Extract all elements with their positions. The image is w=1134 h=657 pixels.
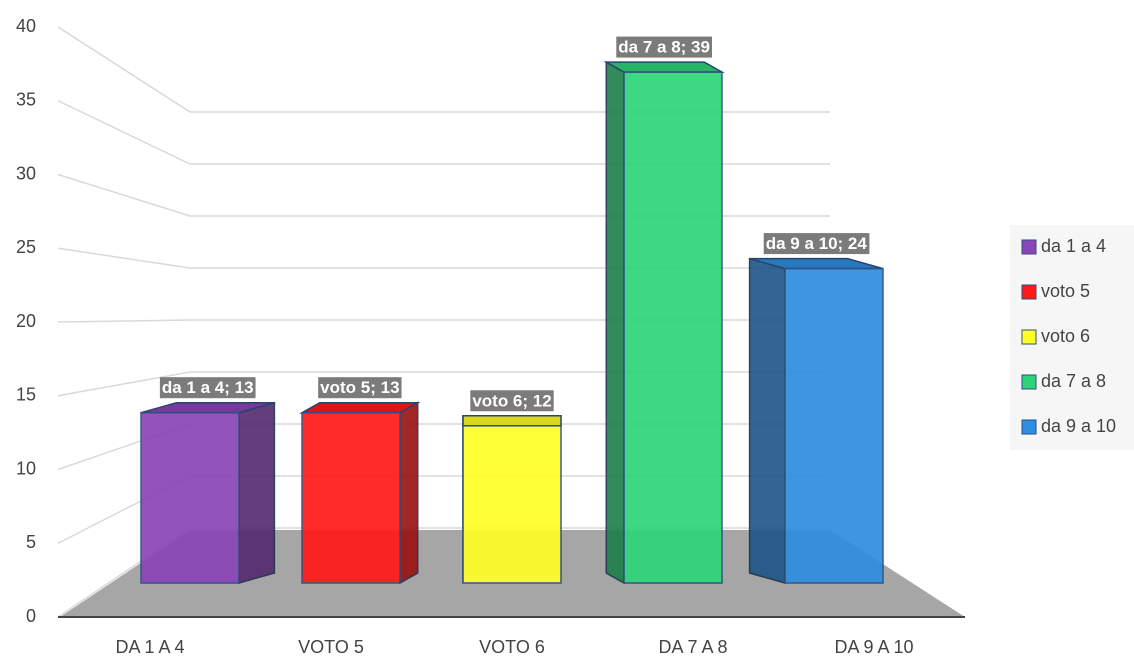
bar bbox=[299, 401, 421, 585]
y-tick-label: 10 bbox=[16, 458, 36, 478]
y-tick-label: 20 bbox=[16, 311, 36, 331]
x-tick-label: VOTO 5 bbox=[298, 637, 364, 657]
y-tick-label: 5 bbox=[26, 532, 36, 552]
value-label-bg bbox=[159, 377, 256, 399]
legend-label: da 7 a 8 bbox=[1041, 371, 1106, 391]
bar-side bbox=[605, 60, 625, 585]
value-label-bg bbox=[763, 233, 870, 255]
value-label: da 7 a 8; 39 bbox=[618, 38, 710, 57]
bar-side bbox=[748, 257, 786, 584]
x-tick-label: DA 1 A 4 bbox=[115, 637, 184, 657]
bar bbox=[462, 415, 562, 584]
y-tick-label: 15 bbox=[16, 385, 36, 405]
bar-front bbox=[140, 411, 240, 584]
bar bbox=[748, 257, 884, 584]
legend-label: voto 5 bbox=[1041, 281, 1090, 301]
bar bbox=[140, 401, 276, 584]
y-tick-label: 35 bbox=[16, 90, 36, 110]
value-label: da 1 a 4; 13 bbox=[162, 378, 254, 397]
y-tick-label: 40 bbox=[16, 16, 36, 36]
bar bbox=[603, 60, 725, 585]
legend-label: da 9 a 10 bbox=[1041, 416, 1116, 436]
bar-front bbox=[462, 425, 562, 584]
legend-swatch bbox=[1021, 329, 1037, 345]
y-tick-label: 0 bbox=[26, 606, 36, 626]
y-tick-label: 25 bbox=[16, 237, 36, 257]
legend-label: voto 6 bbox=[1041, 326, 1090, 346]
value-label-bg bbox=[470, 390, 554, 412]
legend-swatch bbox=[1021, 419, 1037, 435]
value-label-bg bbox=[318, 377, 402, 399]
value-label-bg bbox=[616, 36, 712, 58]
bar-front bbox=[301, 411, 401, 584]
x-tick-label: DA 7 A 8 bbox=[658, 637, 727, 657]
bar-front bbox=[784, 267, 884, 584]
bar-top bbox=[462, 415, 562, 427]
legend-label: da 1 a 4 bbox=[1041, 236, 1106, 256]
x-tick-label: DA 9 A 10 bbox=[834, 637, 913, 657]
bar-side bbox=[399, 401, 419, 585]
legend-swatch bbox=[1021, 374, 1037, 390]
legend-swatch bbox=[1021, 284, 1037, 300]
value-label: voto 5; 13 bbox=[320, 378, 399, 397]
legend-swatch bbox=[1021, 239, 1037, 255]
bar-top bbox=[603, 61, 725, 73]
value-label: da 9 a 10; 24 bbox=[766, 234, 868, 253]
bar-top bbox=[299, 401, 421, 414]
bar-side bbox=[238, 401, 276, 584]
x-tick-label: VOTO 6 bbox=[479, 637, 545, 657]
value-label: voto 6; 12 bbox=[472, 391, 551, 410]
y-tick-label: 30 bbox=[16, 163, 36, 183]
bar-front bbox=[623, 71, 723, 584]
